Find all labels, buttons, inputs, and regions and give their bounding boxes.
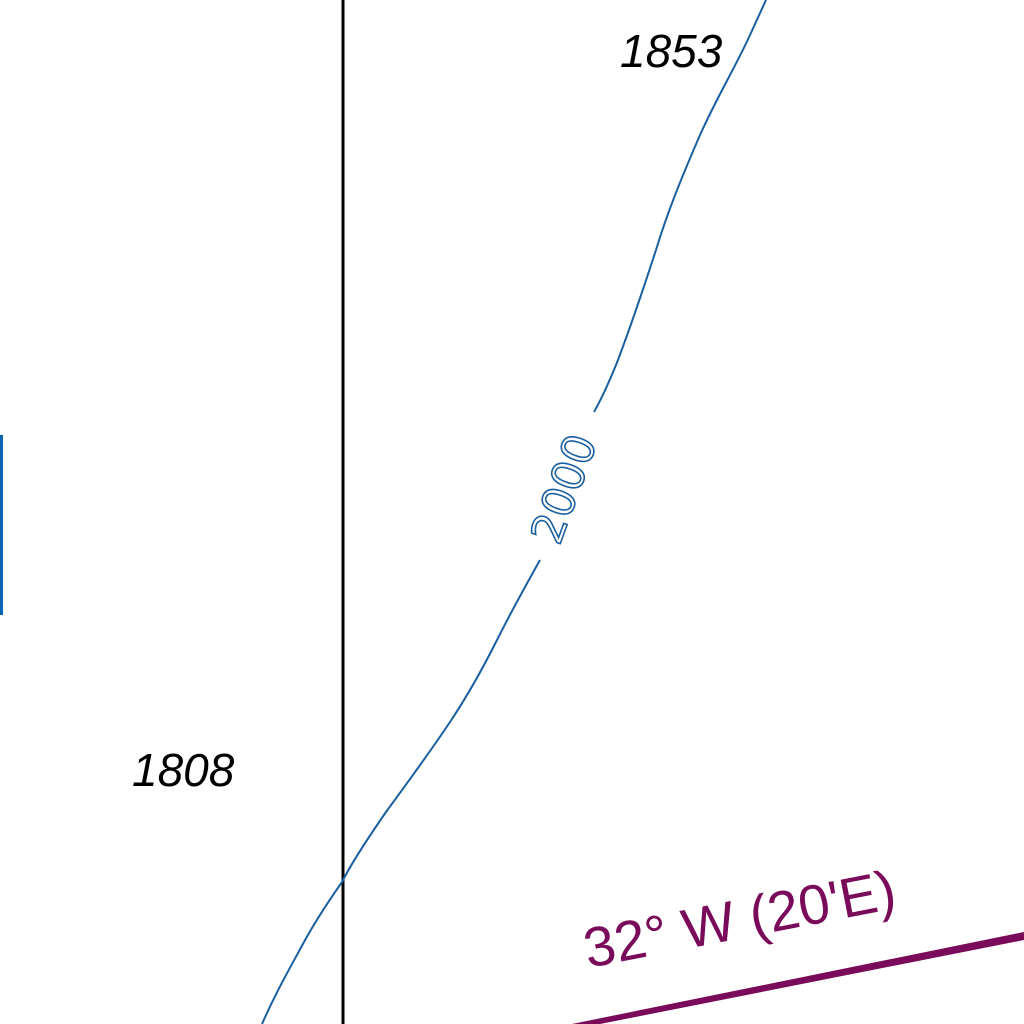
depth-sounding-1853: 1853	[620, 25, 723, 77]
depth-sounding-1808: 1808	[132, 744, 235, 796]
depth-contour-line-upper	[593, 0, 767, 413]
magnetic-variation-label: 32° W (20'E)	[578, 858, 901, 980]
magnetic-variation-line	[572, 932, 1024, 1024]
depth-contour-label: 2000	[522, 428, 608, 551]
left-edge-blue-feature	[0, 435, 3, 615]
depth-contour-line-lower	[261, 559, 541, 1024]
